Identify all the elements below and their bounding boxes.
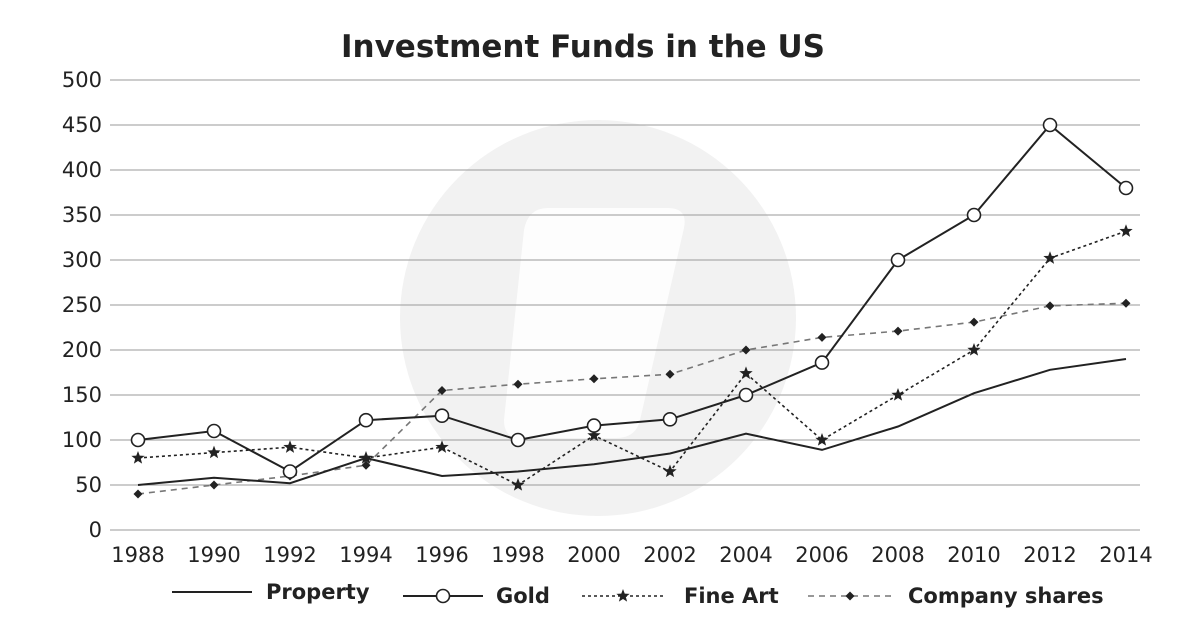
data-point-company-shares [969, 317, 979, 327]
x-tick-label: 2012 [1023, 543, 1076, 567]
y-tick-label: 50 [75, 473, 102, 497]
series-line-property [137, 358, 1127, 486]
data-point-gold [358, 412, 374, 428]
x-tick-label: 2014 [1099, 543, 1152, 567]
y-tick-label: 400 [62, 158, 102, 182]
y-tick-label: 350 [62, 203, 102, 227]
legend-item-fine-art: Fine Art [582, 584, 779, 608]
data-point-gold [890, 252, 906, 268]
series-company-shares [133, 298, 1131, 499]
y-tick-label: 200 [62, 338, 102, 362]
series-property [137, 358, 1127, 486]
data-point-gold [282, 464, 298, 479]
y-tick-label: 450 [62, 113, 102, 137]
legend: Property Gold Fine Art Company shares [172, 580, 1104, 608]
data-point-gold [586, 418, 602, 433]
data-point-gold [510, 432, 526, 448]
data-point-company-shares [817, 332, 827, 342]
data-point-gold [1042, 117, 1058, 133]
legend-marker-fine-art [616, 589, 630, 602]
data-point-fine-art [359, 451, 373, 464]
data-point-gold [1118, 180, 1134, 196]
data-point-fine-art [1043, 251, 1057, 264]
data-point-company-shares [589, 374, 599, 384]
legend-marker-gold [435, 588, 451, 604]
y-tick-label: 100 [62, 428, 102, 452]
series-line-gold [137, 123, 1127, 473]
logo-watermark-icon [400, 120, 796, 516]
legend-label-company-shares: Company shares [908, 584, 1104, 608]
data-point-gold [814, 355, 830, 370]
y-tick-label: 0 [89, 518, 102, 542]
data-point-fine-art [739, 366, 753, 380]
data-point-fine-art [435, 440, 449, 453]
y-tick-label: 500 [62, 68, 102, 92]
x-tick-label: 2010 [947, 543, 1000, 567]
data-point-gold [130, 432, 146, 448]
data-point-fine-art [587, 428, 601, 442]
data-point-company-shares [741, 345, 751, 355]
data-point-fine-art [511, 478, 525, 491]
data-point-company-shares [1045, 301, 1055, 311]
data-point-fine-art [891, 388, 905, 401]
data-point-company-shares [361, 460, 371, 470]
data-point-fine-art [815, 433, 829, 446]
data-point-gold [434, 408, 450, 424]
y-tick-label: 300 [62, 248, 102, 272]
data-point-fine-art [207, 445, 221, 459]
data-point-company-shares [893, 326, 903, 336]
data-point-fine-art [283, 440, 297, 453]
data-point-fine-art [663, 464, 677, 478]
x-tick-label: 2000 [567, 543, 620, 567]
data-point-company-shares [665, 369, 675, 379]
x-tick-label: 1996 [415, 543, 468, 567]
x-tick-label: 1992 [263, 543, 316, 567]
series-line-fine-art [137, 230, 1127, 486]
y-axis-ticks: 0 50 100 150 200 250 300 350 400 450 500 [62, 68, 102, 542]
legend-label-gold: Gold [496, 584, 550, 608]
data-point-fine-art [131, 451, 145, 464]
x-tick-label: 1994 [339, 543, 392, 567]
x-tick-label: 1998 [491, 543, 544, 567]
y-tick-label: 150 [62, 383, 102, 407]
series-fine-art [131, 224, 1133, 491]
x-tick-label: 2004 [719, 543, 772, 567]
legend-label-property: Property [266, 580, 370, 604]
x-axis-ticks: 1988 1990 1992 1994 1996 1998 2000 2002 2004 2006… [111, 543, 1152, 567]
data-point-company-shares [209, 480, 219, 490]
x-tick-label: 2002 [643, 543, 696, 567]
data-point-company-shares [513, 379, 523, 389]
data-point-gold [662, 411, 678, 427]
data-point-company-shares [437, 386, 447, 395]
legend-marker-company-shares [845, 591, 855, 601]
chart-title: Investment Funds in the US [341, 29, 825, 65]
legend-item-gold: Gold [403, 584, 550, 608]
data-point-gold [206, 423, 222, 439]
series-line-company-shares [137, 302, 1127, 495]
legend-item-property: Property [172, 580, 370, 604]
legend-item-company-shares: Company shares [808, 584, 1104, 608]
data-point-company-shares [133, 489, 143, 499]
x-tick-label: 1990 [187, 543, 240, 567]
series-gold [130, 117, 1134, 479]
data-point-company-shares [1121, 298, 1131, 308]
data-point-fine-art [967, 343, 981, 356]
data-point-fine-art [1119, 224, 1133, 237]
y-tick-label: 250 [62, 293, 102, 317]
x-tick-label: 1988 [111, 543, 164, 567]
series-lines [130, 117, 1134, 499]
legend-label-fine-art: Fine Art [684, 584, 779, 608]
x-tick-label: 2008 [871, 543, 924, 567]
x-tick-label: 2006 [795, 543, 848, 567]
data-point-gold [966, 207, 982, 223]
data-point-gold [738, 387, 754, 403]
